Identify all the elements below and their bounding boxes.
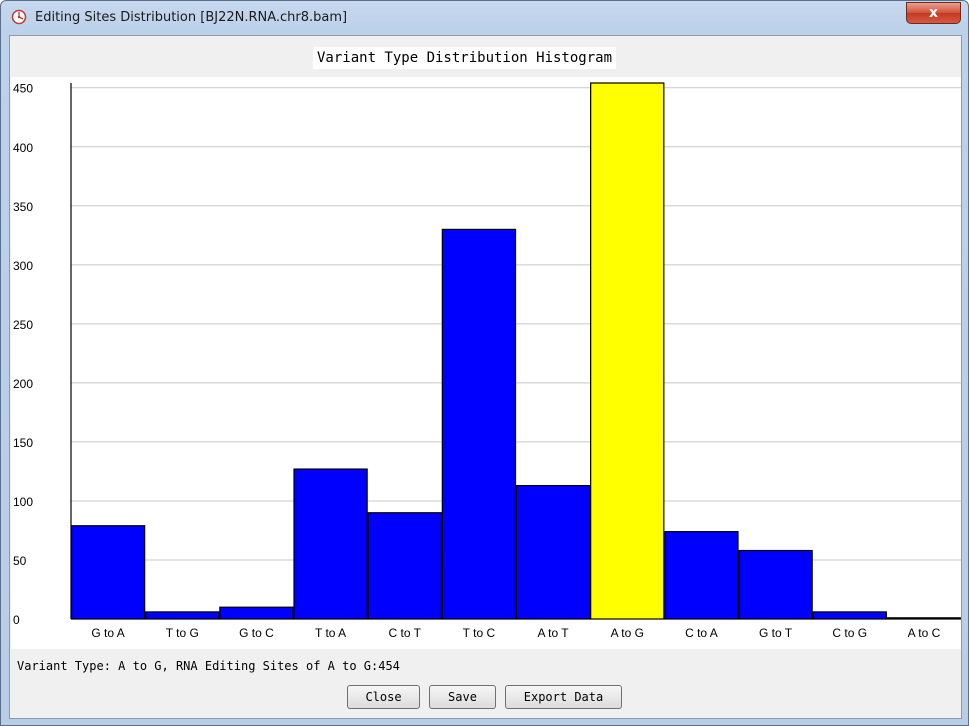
- x-tick-label: G to C: [239, 626, 274, 640]
- y-tick-label: 50: [13, 554, 27, 568]
- bar-chart: 0 50 100 150 200 250 300 350 400 450 G to A T to G G…: [13, 82, 962, 640]
- x-tick-label: G to T: [759, 626, 793, 640]
- x-tick-label: C to T: [389, 626, 422, 640]
- y-tick-label: 200: [13, 377, 33, 391]
- x-tick-label: C to G: [832, 626, 867, 640]
- bar: [515, 484, 591, 620]
- bar: [367, 512, 442, 620]
- x-tick-label: A to T: [538, 626, 570, 640]
- y-tick-label: 250: [13, 318, 33, 332]
- bar: [590, 82, 665, 620]
- x-tick-label: T to G: [166, 626, 199, 640]
- bar: [70, 525, 146, 620]
- bar: [664, 531, 739, 620]
- status-text: Variant Type: A to G, RNA Editing Sites …: [17, 659, 400, 673]
- x-tick-label: G to A: [91, 626, 124, 640]
- y-tick-label: 300: [13, 259, 33, 273]
- window-close-button[interactable]: x: [906, 2, 961, 24]
- bar: [219, 606, 294, 620]
- bar: [441, 228, 517, 620]
- bar: [145, 611, 220, 620]
- x-tick-label: C to A: [685, 626, 718, 640]
- y-tick-label: 100: [13, 495, 33, 509]
- export-data-button[interactable]: Export Data: [505, 685, 622, 709]
- x-tick-label: A to G: [611, 626, 644, 640]
- x-tick-label: A to C: [908, 626, 941, 640]
- bar: [738, 549, 813, 620]
- bar: [812, 611, 887, 620]
- bar: [293, 468, 368, 620]
- chart-title: Variant Type Distribution Histogram: [313, 47, 617, 69]
- y-tick-label: 400: [13, 141, 33, 155]
- close-icon: x: [928, 5, 939, 21]
- window-title: Editing Sites Distribution [BJ22N.RNA.ch…: [35, 10, 348, 25]
- close-button[interactable]: Close: [347, 685, 420, 709]
- y-tick-label: 350: [13, 200, 33, 214]
- app-icon: [11, 9, 27, 25]
- y-tick-label: 150: [13, 436, 33, 450]
- y-tick-label: 450: [13, 82, 33, 96]
- y-tick-label: 0: [13, 613, 20, 627]
- chart-area: 0 50 100 150 200 250 300 350 400 450 G to A T to G G…: [11, 77, 962, 649]
- save-button[interactable]: Save: [429, 685, 496, 709]
- x-tick-label: T to C: [463, 626, 496, 640]
- title-bar[interactable]: Editing Sites Distribution [BJ22N.RNA.ch…: [1, 1, 968, 35]
- x-tick-label: T to A: [315, 626, 346, 640]
